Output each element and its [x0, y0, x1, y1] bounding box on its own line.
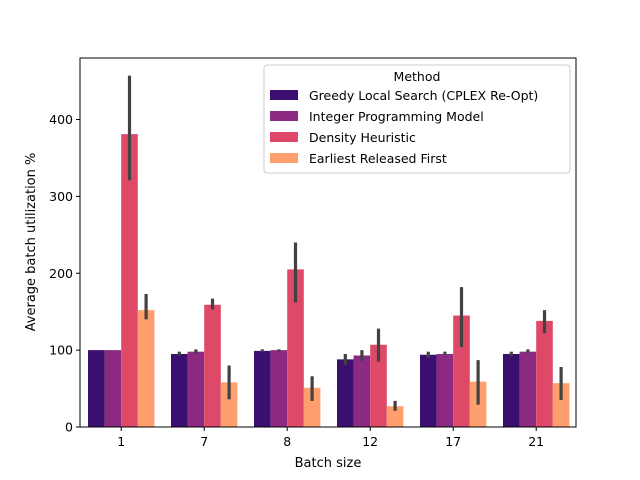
bar [353, 355, 371, 427]
bar [552, 383, 570, 427]
plot-frame [79, 57, 577, 428]
y-tick-label: 400 [49, 112, 73, 127]
x-tick-label: 7 [200, 434, 208, 449]
y-tick-label: 0 [65, 420, 73, 435]
bar [386, 406, 404, 427]
bar [171, 353, 188, 427]
bar [453, 315, 470, 427]
y-tick-label: 200 [49, 266, 73, 281]
legend-box [263, 64, 571, 174]
x-tick-label: 8 [283, 434, 291, 449]
bar [220, 382, 238, 427]
bar [303, 387, 321, 427]
bar [204, 304, 221, 427]
legend-swatch [270, 153, 298, 163]
bars-layer [88, 134, 570, 427]
legend-items: Greedy Local Search (CPLEX Re-Opt) Intege… [270, 88, 538, 166]
bar [519, 351, 537, 427]
bar [254, 350, 271, 427]
y-axis: 0 100 200 300 400 [49, 112, 80, 435]
legend-label: Integer Programming Model [309, 109, 484, 124]
bar [104, 350, 122, 427]
legend-label: Greedy Local Search (CPLEX Re-Opt) [309, 88, 538, 103]
bar [503, 353, 520, 427]
y-tick-label: 300 [49, 189, 73, 204]
x-tick-label: 1 [117, 434, 125, 449]
x-tick-label: 21 [528, 434, 544, 449]
legend-swatch [270, 132, 298, 142]
x-tick-label: 12 [362, 434, 378, 449]
bar [137, 310, 155, 427]
bar [420, 354, 437, 427]
bar [337, 359, 354, 427]
x-axis-label: Batch size [295, 456, 362, 471]
bar [121, 134, 138, 427]
legend-title: Method [394, 69, 441, 84]
error-bars-layer [127, 75, 563, 411]
y-axis-label: Average batch utilization % [24, 153, 39, 332]
bar [287, 269, 304, 427]
bar [88, 350, 105, 427]
bar [187, 351, 205, 427]
legend-swatch [270, 90, 298, 100]
legend-label: Density Heuristic [309, 130, 416, 145]
bar [270, 350, 288, 427]
legend-label: Earliest Released First [309, 151, 447, 166]
bar [370, 344, 387, 427]
y-tick-label: 100 [49, 343, 73, 358]
bar [436, 353, 454, 427]
x-axis: 1 7 8 12 17 21 [117, 427, 544, 449]
legend: Method Greedy Local Search (CPLEX Re-Opt… [263, 64, 571, 174]
x-tick-label: 17 [445, 434, 461, 449]
bar [536, 320, 553, 427]
legend-swatch [270, 111, 298, 121]
